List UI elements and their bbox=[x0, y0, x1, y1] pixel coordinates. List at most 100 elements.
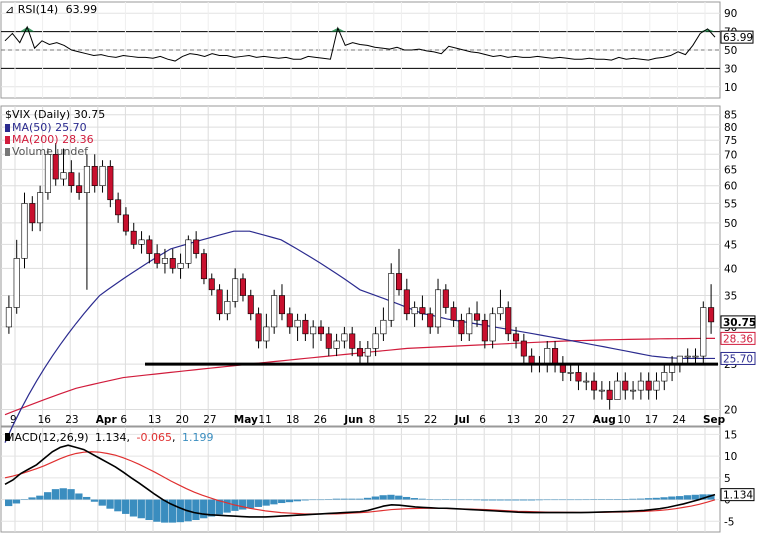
candle-down bbox=[146, 239, 153, 254]
macd-hist-bar bbox=[441, 499, 450, 500]
macd-hist-bar bbox=[621, 499, 629, 500]
macd-hist-bar bbox=[168, 499, 177, 523]
candle-down bbox=[474, 313, 481, 321]
price-tag-label: 30.75 bbox=[723, 317, 756, 329]
candle-down bbox=[427, 313, 434, 328]
macd-hist-bar bbox=[90, 499, 99, 502]
price-tick-label: 60 bbox=[724, 181, 737, 193]
macd-hist-bar bbox=[668, 496, 676, 500]
candle-down bbox=[115, 199, 122, 216]
candle-down bbox=[169, 258, 176, 269]
macd-hist-bar bbox=[332, 498, 340, 500]
macd-hist-bar bbox=[387, 494, 395, 500]
x-tick-label: Jun bbox=[343, 414, 363, 426]
macd-hist-bar bbox=[434, 499, 442, 501]
macd-hist-bar bbox=[707, 494, 715, 500]
macd-hist-bar bbox=[59, 488, 67, 500]
candle-down bbox=[208, 278, 215, 291]
candle-down bbox=[481, 319, 488, 342]
macd-hist-bar bbox=[566, 499, 575, 501]
macd-name: MACD(12,26,9) bbox=[5, 431, 89, 444]
candle-up bbox=[83, 165, 90, 193]
macd-hist-bar bbox=[44, 492, 52, 500]
candle-down bbox=[442, 289, 449, 308]
candle-up bbox=[434, 289, 442, 328]
macd-hist-bar bbox=[465, 499, 473, 501]
macd-hist-bar bbox=[75, 493, 83, 500]
x-tick-label: Jul bbox=[454, 414, 470, 426]
x-tick-label: 8 bbox=[369, 414, 376, 426]
candle-down bbox=[552, 348, 559, 365]
price-tick-label: 75 bbox=[724, 135, 737, 147]
candle-down bbox=[91, 165, 98, 187]
macd-hist-bar bbox=[426, 499, 434, 500]
x-tick-label: Aug bbox=[593, 414, 616, 426]
candle-up bbox=[614, 380, 621, 400]
candle-up bbox=[497, 307, 504, 315]
x-tick-label: 20 bbox=[176, 414, 189, 426]
macd-hist-bar bbox=[629, 498, 637, 500]
macd-hist-bar bbox=[543, 499, 551, 501]
rsi-line bbox=[4, 25, 716, 62]
macd-hist-bar bbox=[129, 499, 138, 517]
macd-hist-bar bbox=[551, 499, 559, 501]
macd-hist-bar bbox=[215, 499, 223, 515]
macd-hist-bar bbox=[519, 499, 528, 501]
candle-up bbox=[661, 372, 668, 382]
rsi-tick-label: 90 bbox=[724, 8, 737, 20]
candle-up bbox=[567, 372, 574, 374]
macd-hist-bar bbox=[20, 499, 28, 500]
macd-hist-bar bbox=[83, 496, 91, 500]
macd-hist-bar bbox=[379, 495, 387, 500]
macd-hist-bar bbox=[12, 499, 21, 504]
candle-down bbox=[29, 203, 36, 224]
macd-hist-bar bbox=[137, 499, 145, 519]
macd-hist-bar bbox=[558, 499, 567, 501]
legend-volume: Volume undef bbox=[12, 145, 89, 158]
candle-up bbox=[177, 262, 184, 269]
candle-up bbox=[372, 333, 379, 349]
candle-up bbox=[310, 326, 317, 335]
macd-swatch bbox=[5, 433, 10, 441]
macd-hist-bar bbox=[340, 498, 348, 500]
price-title: $VIX (Daily) 30.75 bbox=[5, 108, 105, 121]
macd-value: 1.134 bbox=[95, 431, 127, 444]
macd-hist-bar bbox=[582, 499, 590, 501]
macd-label: MACD(12,26,9) 1.134, -0.065, 1.199 bbox=[5, 431, 214, 444]
candle-down bbox=[708, 307, 715, 323]
x-tick-label: 10 bbox=[617, 414, 630, 426]
macd-hist-bar bbox=[660, 497, 668, 500]
macd-hist-bar bbox=[683, 495, 692, 500]
candle-down bbox=[403, 289, 410, 315]
candle-up bbox=[263, 326, 270, 342]
candle-up bbox=[138, 239, 145, 245]
candle-up bbox=[653, 380, 660, 391]
macd-hist-value: 1.199 bbox=[182, 431, 214, 444]
candle-up bbox=[466, 313, 473, 335]
macd-hist-bar bbox=[418, 498, 426, 500]
x-tick-label: 18 bbox=[286, 414, 299, 426]
candle-up bbox=[380, 319, 387, 335]
macd-hist-bar bbox=[51, 489, 60, 500]
candle-up bbox=[13, 258, 20, 308]
candle-down bbox=[154, 253, 161, 264]
macd-hist-bar bbox=[309, 499, 317, 501]
macd-hist-bar bbox=[28, 497, 36, 500]
macd-hist-bar bbox=[270, 499, 278, 505]
price-tag-label: 28.36 bbox=[723, 333, 753, 345]
x-tick-label: 26 bbox=[314, 414, 328, 426]
macd-hist-bar bbox=[161, 499, 169, 523]
candle-down bbox=[458, 319, 465, 335]
x-tick-label: May bbox=[234, 414, 258, 426]
candle-down bbox=[76, 185, 83, 193]
macd-tick-label: 15 bbox=[724, 429, 737, 441]
candle-up bbox=[185, 239, 192, 264]
candle-up bbox=[5, 307, 12, 328]
macd-hist-bar bbox=[114, 499, 122, 512]
macd-hist-bar bbox=[402, 496, 411, 500]
macd-tick-label: 5 bbox=[724, 473, 731, 485]
macd-hist-bar bbox=[278, 499, 286, 504]
legend-volume-swatch bbox=[5, 148, 10, 156]
candle-up bbox=[224, 301, 231, 315]
